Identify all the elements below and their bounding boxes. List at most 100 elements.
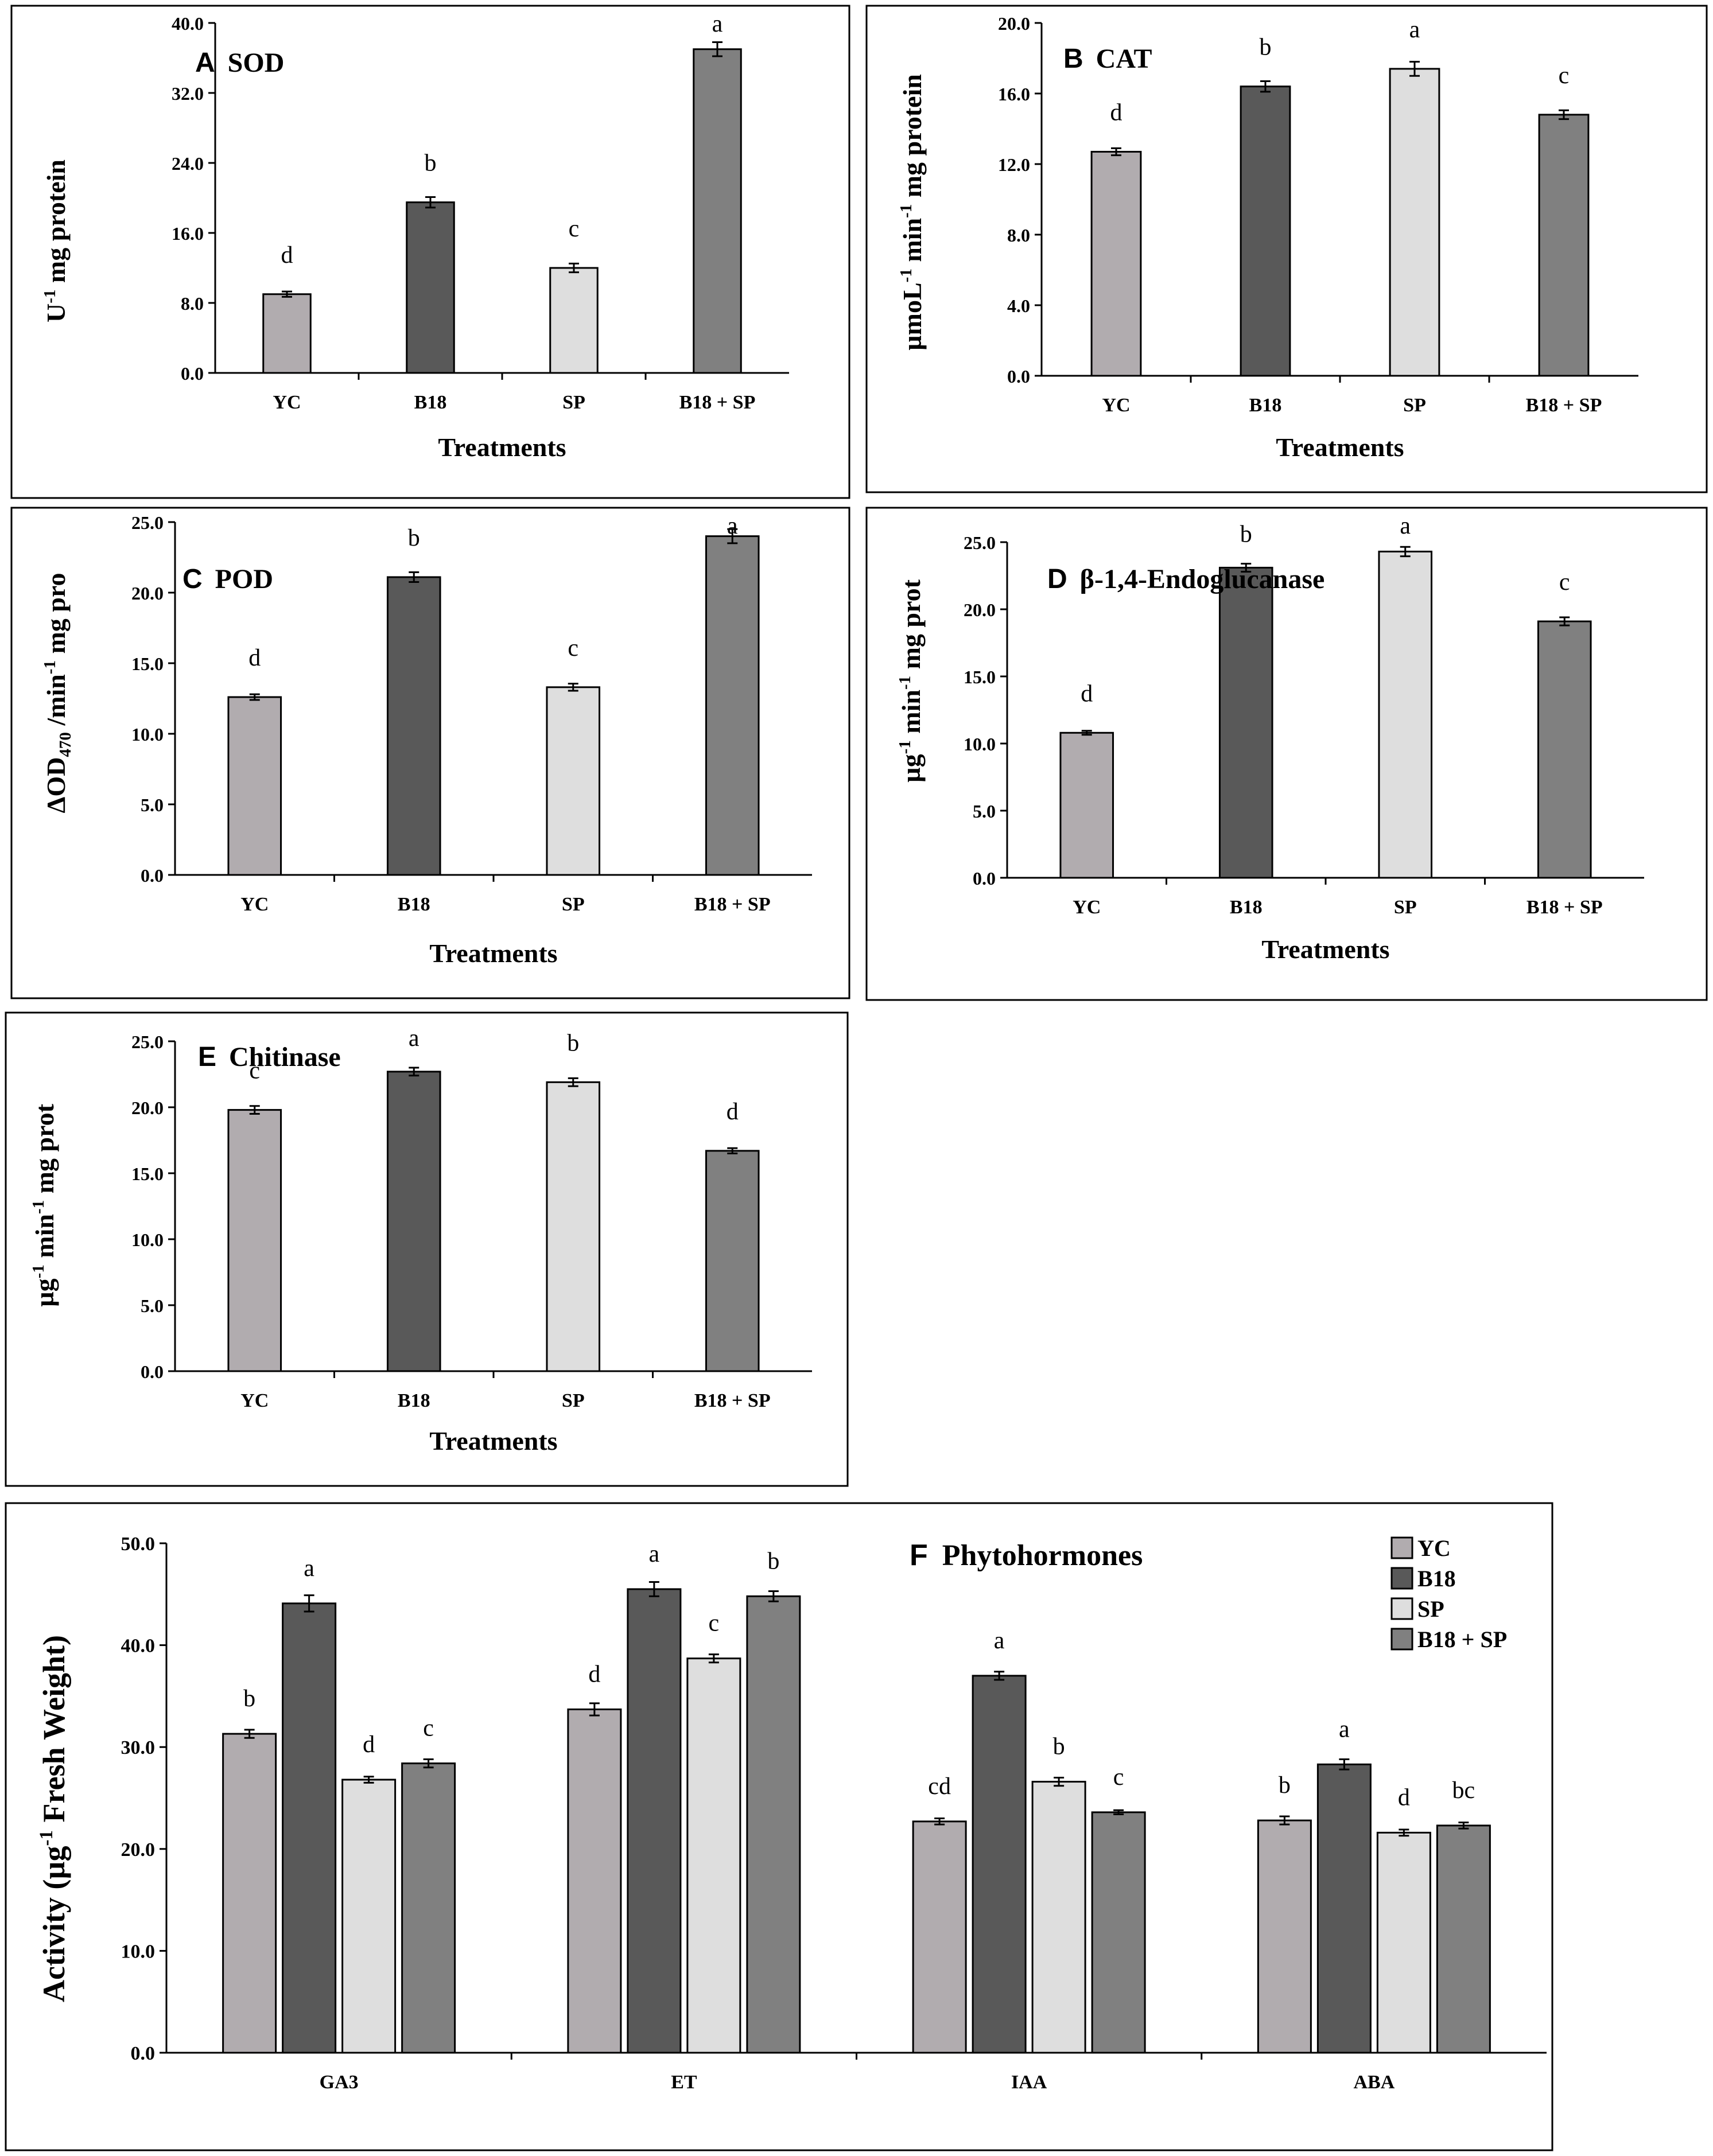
panel-title-text: CAT: [1096, 44, 1152, 74]
significance-letter: d: [281, 242, 293, 268]
significance-letter: b: [243, 1686, 255, 1712]
bar: [227, 1109, 282, 1372]
panel-title-text: Chitinase: [229, 1042, 341, 1072]
legend-swatch: [1390, 1597, 1413, 1620]
y-label-text: U: [41, 303, 71, 322]
x-tick-label: YC: [240, 1390, 269, 1411]
significance-letter: d: [363, 1731, 375, 1758]
x-tick-label: B18 + SP: [1526, 897, 1603, 918]
y-tick-label: 30.0: [121, 1737, 156, 1758]
panel-title: C POD: [182, 564, 273, 594]
x-tick-label: B18 + SP: [694, 894, 771, 915]
y-tick-label: 16.0: [172, 223, 204, 244]
y-label-text: Fresh Weight): [37, 1635, 71, 1830]
bar: [567, 1708, 622, 2054]
y-tick-label: 40.0: [121, 1636, 156, 1657]
panel-frame: [10, 5, 850, 499]
significance-letter: c: [423, 1715, 434, 1742]
x-axis-label: Treatments: [1261, 935, 1389, 964]
bar: [1537, 620, 1592, 879]
significance-letter: b: [425, 150, 437, 177]
bar: [227, 696, 282, 876]
y-label-subscript: 470: [56, 732, 75, 757]
bar: [262, 293, 312, 374]
y-tick-label: 5.0: [973, 801, 996, 822]
significance-letter: c: [1113, 1764, 1124, 1791]
significance-letter: b: [1260, 34, 1272, 61]
bar: [1218, 566, 1273, 879]
y-tick-label: 25.0: [131, 512, 164, 533]
significance-letter: c: [569, 216, 580, 242]
x-tick-label: B18: [1230, 897, 1263, 918]
y-tick-label: 15.0: [131, 1163, 164, 1184]
significance-letter: d: [248, 645, 261, 671]
bar: [1240, 85, 1291, 377]
x-tick-label: IAA: [1011, 2072, 1047, 2093]
panel-frame: [865, 507, 1708, 1001]
bar: [1090, 150, 1142, 377]
panel-letter: D: [1047, 564, 1067, 594]
legend-label: B18: [1417, 1566, 1456, 1591]
bar: [222, 1733, 277, 2054]
y-tick-label: 12.0: [998, 154, 1030, 175]
y-label-text: ΔOD: [41, 757, 71, 814]
x-tick-label: YC: [273, 392, 301, 413]
y-label-text: mg prot: [896, 579, 926, 675]
bar: [386, 1071, 441, 1372]
bar: [546, 1081, 601, 1372]
significance-letter: cd: [928, 1773, 951, 1800]
y-tick-label: 15.0: [964, 667, 996, 687]
panel-title: F Phytohormones: [910, 1539, 1143, 1572]
significance-letter: a: [409, 1025, 419, 1052]
significance-letter: d: [588, 1661, 600, 1687]
significance-letter: a: [1339, 1716, 1350, 1742]
y-tick-label: 25.0: [131, 1032, 164, 1052]
bar: [705, 535, 760, 876]
bar: [746, 1595, 801, 2054]
significance-letter: a: [712, 11, 723, 37]
y-label-text: mg protein: [41, 159, 71, 290]
bar: [627, 1588, 682, 2054]
bar: [1378, 550, 1433, 879]
x-tick-label: YC: [1102, 395, 1130, 416]
y-tick-label: 50.0: [121, 1534, 156, 1555]
y-label-text: Activity (µg: [37, 1846, 71, 2002]
y-tick-label: 20.0: [131, 583, 164, 604]
y-tick-label: 20.0: [998, 13, 1030, 34]
y-tick-label: 24.0: [172, 153, 204, 174]
panel-D: d YC b B18 a SP c B18 + SP 0.0 5.0 10.0 15.0 20.0 25.…: [865, 507, 1708, 1001]
significance-letter: a: [994, 1628, 1005, 1654]
y-tick-label: 5.0: [141, 1295, 164, 1316]
x-tick-label: B18: [398, 894, 430, 915]
y-axis-label: µg-1​ min-1​ mg prot: [29, 1103, 59, 1307]
y-label-text: min: [30, 1214, 59, 1264]
y-label-text: min: [896, 690, 926, 740]
panel-title: B CAT: [1063, 44, 1152, 74]
significance-letter: c: [709, 1610, 720, 1637]
significance-letter: d: [727, 1099, 739, 1125]
legend-label: YC: [1417, 1535, 1451, 1561]
y-axis-label: µmoL-1​ min-1​ mg protein: [897, 74, 927, 351]
y-tick-label: 0.0: [131, 2043, 156, 2064]
bar: [686, 1657, 741, 2054]
y-label-superscript: -1: [36, 1830, 57, 1846]
panel-letter: C: [182, 564, 203, 594]
x-tick-label: SP: [1394, 897, 1417, 918]
panel-letter: F: [910, 1539, 928, 1572]
bar: [282, 1602, 337, 2054]
bar: [341, 1778, 397, 2054]
panel-C: d YC b B18 c SP a B18 + SP 0.0 5.0 10.0 15.0 20.0 25.…: [10, 507, 850, 999]
y-tick-label: 0.0: [1007, 366, 1030, 387]
panel-title-text: POD: [215, 564, 273, 594]
panel-frame: [865, 5, 1708, 493]
y-label-text: mg protein: [898, 74, 927, 204]
y-axis-label: Activity (µg-1​ Fresh Weight): [36, 1635, 71, 2002]
bar: [693, 48, 742, 374]
bar: [972, 1675, 1027, 2054]
bar: [1316, 1763, 1372, 2054]
significance-letter: d: [1110, 99, 1122, 126]
significance-letter: d: [1081, 680, 1093, 707]
significance-letter: a: [1400, 513, 1411, 539]
panel-title-text: β-1,4-Endoglucanase: [1080, 564, 1325, 594]
y-tick-label: 5.0: [141, 795, 164, 815]
